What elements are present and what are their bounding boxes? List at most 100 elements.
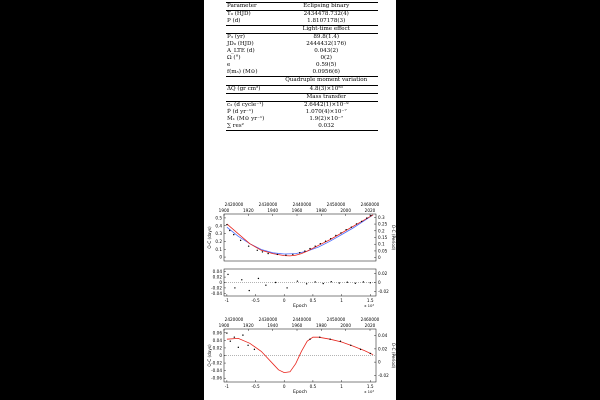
param-cell: P₃ (yr) [227,34,245,41]
top-year-label: 1980 [316,323,327,328]
table-row: Ω (°) 0(2) [226,55,378,62]
top-year-label: 2020 [365,323,376,328]
oc-data-point [233,233,235,236]
residual-point [274,281,277,284]
lte-data-point [233,336,236,338]
lte-data-point [247,344,249,347]
lte-data-point [350,344,352,347]
param-cell: Ṗ (d yr⁻¹) [227,108,254,115]
value-cell: 2444432(176) [306,41,347,48]
lte-data-point [329,338,331,340]
oc-data-point [324,240,327,242]
oc-data-point [267,252,269,255]
y-tick-label: 0.06 [213,330,223,335]
value-cell: 1.070(4)×10⁻⁷ [305,108,347,115]
param-cell: ∑ res² [226,122,275,131]
oc-data-point [319,242,322,245]
top-jd-label: 2440000 [293,317,312,322]
x-tick-label: 1 [340,298,343,303]
oc-data-point [226,224,228,226]
oc-data-point [247,245,250,247]
param-cell: Parameter [226,1,275,12]
y-tick-label: -0.06 [211,376,222,381]
x-tick-label: 1.5 [367,384,374,389]
y-right-tick-label: -0.02 [378,373,389,378]
oc-data-point [355,223,358,225]
top-jd-label: 2450000 [327,317,346,322]
oc-data-point [340,232,342,234]
table-header: Parameter Eclipsing binary [226,1,378,12]
oc-data-point [292,253,294,256]
lte-data-point [309,338,311,340]
value-cell: 0.59(5) [316,62,337,69]
y-right-tick-label: 0.05 [378,248,388,253]
lte-data-point [253,348,256,351]
oc-data-point [276,253,279,256]
top-jd-label: 2460000 [361,317,380,322]
top-year-label: 1920 [243,323,254,328]
y-tick-label: 0.04 [213,338,223,343]
x-tick-label: 0.5 [310,384,317,389]
value-cell: 0(2) [320,55,332,62]
residual-point [362,281,365,283]
y-tick-label: -0.04 [211,291,222,296]
y-right-axis-label: O-C (Period) [391,225,396,251]
param-cell: JD₀ (HJD) [227,41,254,48]
param-cell: f(m₃) (M⊙) [226,69,275,78]
x-exponent: x 10⁴ [364,303,374,308]
x-tick-label: 0 [283,384,286,389]
value-cell: 4.8(3)×10⁵⁰ [274,85,378,94]
y-tick-label: 0.5 [215,215,222,220]
residual-point [286,287,288,289]
top-jd-label: 2450000 [327,202,346,207]
top-year-label: 1960 [292,323,303,328]
paper-page: Parameter Eclipsing binary T₀ (HJD) 2434478… [204,0,396,400]
y-tick-label: 0 [219,255,222,260]
section-title: Quadruple moment variation [274,76,378,86]
oc-data-point [314,245,316,247]
x-tick-label: -0.5 [251,384,260,389]
residual-point [322,282,324,285]
y-tick-label: 0.1 [215,247,222,252]
lte-data-point [319,336,321,338]
lte-data-point [237,346,240,349]
x-tick-label: -0.5 [251,298,260,303]
section-lte: Light-time effect [226,25,378,35]
section-quadrupole: Quadruple moment variation [226,76,378,86]
lte-data-point [339,340,342,342]
y-right-tick-label: 0 [378,280,381,285]
x-axis-label: Epoch [293,389,307,395]
x-tick-label: 0.5 [310,298,317,303]
lte-orbit-line [226,336,374,374]
oc-data-point [350,226,353,228]
param-cell: c₂ (d cycle⁻¹) [227,101,264,108]
top-year-label: 1980 [316,208,327,213]
top-year-label: 1920 [243,208,254,213]
top-year-label: 1900 [219,208,230,213]
top-jd-label: 2420000 [225,317,244,322]
top-year-label: 2020 [365,208,376,213]
oc-data-point [345,228,347,231]
full-model-line [226,214,374,257]
param-cell: Ω (°) [227,55,241,62]
y-tick-label: 0.02 [213,345,223,350]
y-tick-label: -0.02 [211,361,222,366]
value-cell: 2434478.732(4) [303,11,349,18]
residual-point [330,280,332,283]
y-right-axis-label: O-C (Period) [391,343,396,369]
table-row: T₀ (HJD) 2434478.732(4) [226,11,378,19]
oc-data-point [299,252,301,254]
x-tick-label: -1 [225,384,230,389]
top-jd-label: 2430000 [259,202,278,207]
oc-data-point [329,238,332,240]
table-row: P₃ (yr) 89.8(1.4) [226,34,378,42]
value-cell: 0.043(2) [314,48,339,55]
y-tick-label: 0.4 [215,223,222,228]
oc-data-point [229,229,231,232]
y-right-tick-label: 0.2 [378,228,385,233]
parameter-table: Parameter Eclipsing binary T₀ (HJD) 2434478… [226,1,378,131]
y-right-tick-label: 0.02 [378,346,388,351]
top-jd-label: 2440000 [293,202,312,207]
value-cell: 0.032 [274,122,378,131]
lte-data-point [242,334,244,336]
